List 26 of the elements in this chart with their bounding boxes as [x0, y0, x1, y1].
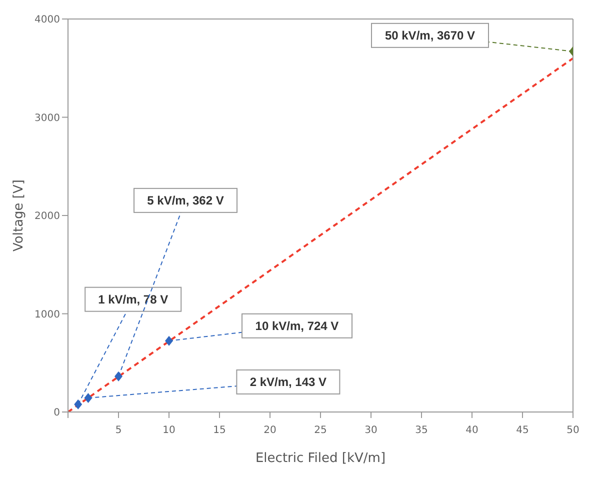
y-tick-label: 2000	[34, 211, 60, 222]
point	[114, 371, 122, 382]
x-tick-label: 30	[364, 425, 378, 436]
point	[165, 336, 173, 346]
y-tick-label: 0	[54, 408, 60, 419]
y-axis-title: Voltage [V]	[12, 180, 27, 252]
x-tick-label: 10	[162, 425, 176, 436]
y-tick-label: 4000	[34, 14, 60, 26]
x-tick-label: 35	[415, 425, 428, 436]
x-tick-label: 5	[115, 425, 122, 436]
annotation: 10 kV/m, 724 V	[255, 318, 339, 333]
x-tick-label: 45	[516, 425, 529, 436]
x-tick-label: 20	[264, 425, 276, 436]
x-tick-label: 25	[314, 425, 327, 436]
x-tick-label: 40	[466, 425, 478, 436]
annotation: 50 kV/m, 3670 V	[384, 28, 476, 42]
annotation: 5 kV/m, 362 V	[147, 193, 224, 208]
y-tick-label: 3000	[34, 112, 60, 124]
point	[84, 392, 92, 403]
x-axis-title: Electric Filed [kV/m]	[255, 451, 386, 466]
point	[74, 399, 82, 410]
x-tick-label: 15	[213, 425, 226, 436]
x-tick-label: 50	[566, 425, 580, 436]
annotation: 1 kV/m, 78 V	[98, 292, 168, 306]
y-tick-label: 1000	[34, 309, 60, 320]
annotation: 2 kV/m, 143 V	[250, 374, 327, 389]
